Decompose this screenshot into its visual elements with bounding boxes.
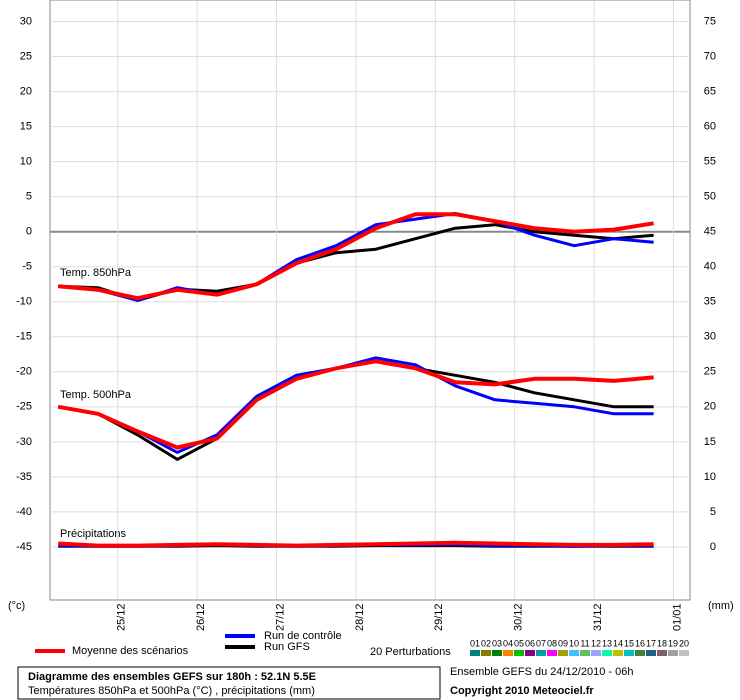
y2-tick-label: 20 <box>704 401 716 413</box>
y-tick-label: -15 <box>16 331 32 343</box>
y2-tick-label: 10 <box>704 471 716 483</box>
y2-tick-label: 30 <box>704 331 716 343</box>
y-tick-label: 0 <box>26 226 32 238</box>
perturbation-name: 17 <box>646 638 656 648</box>
perturbation-swatch <box>503 650 513 656</box>
perturbation-name: 20 <box>679 638 689 648</box>
perturbation-swatch <box>470 650 480 656</box>
perturbation-swatch <box>613 650 623 656</box>
run-label: Ensemble GEFS du 24/12/2010 - 06h <box>450 666 633 678</box>
perturbation-swatch <box>481 650 491 656</box>
y-tick-label: -45 <box>16 541 32 553</box>
perturbation-name: 09 <box>558 638 568 648</box>
perturbation-swatch <box>624 650 634 656</box>
legend-label: Run GFS <box>264 641 310 653</box>
y-tick-label: -30 <box>16 436 32 448</box>
perturbation-swatch <box>536 650 546 656</box>
perturbation-swatch <box>569 650 579 656</box>
perturbation-name: 19 <box>668 638 678 648</box>
perturbation-name: 04 <box>503 638 513 648</box>
y2-tick-label: 70 <box>704 50 716 62</box>
x-tick-label: 28/12 <box>354 604 366 632</box>
y-tick-label: -10 <box>16 296 32 308</box>
perturbation-name: 14 <box>613 638 623 648</box>
perturbation-name: 02 <box>481 638 491 648</box>
perturbation-name: 01 <box>470 638 480 648</box>
y2-tick-label: 5 <box>710 506 716 518</box>
copyright: Copyright 2010 Meteociel.fr <box>450 685 594 697</box>
perturbation-name: 06 <box>525 638 535 648</box>
perturbation-name: 15 <box>624 638 634 648</box>
y2-tick-label: 25 <box>704 366 716 378</box>
perturbation-name: 18 <box>657 638 667 648</box>
y-tick-label: 25 <box>20 50 32 62</box>
x-tick-label: 31/12 <box>592 604 604 632</box>
perturbation-swatch <box>492 650 502 656</box>
x-tick-label: 01/01 <box>671 604 683 632</box>
y2-tick-label: 40 <box>704 261 716 273</box>
y-tick-label: -25 <box>16 401 32 413</box>
perturbation-swatch <box>591 650 601 656</box>
perturbation-swatch <box>547 650 557 656</box>
y-tick-label: -20 <box>16 366 32 378</box>
y2-tick-label: 45 <box>704 226 716 238</box>
y2-tick-label: 60 <box>704 121 716 133</box>
chart-subtitle: Températures 850hPa et 500hPa (°C) , pré… <box>28 685 315 697</box>
perturbation-name: 05 <box>514 638 524 648</box>
perturbation-name: 16 <box>635 638 645 648</box>
y-tick-label: -40 <box>16 506 32 518</box>
perturbation-name: 07 <box>536 638 546 648</box>
legend-label: Run de contrôle <box>264 630 342 642</box>
y2-unit: (mm) <box>708 600 734 612</box>
x-tick-label: 25/12 <box>116 604 128 632</box>
annotation: Temp. 500hPa <box>60 389 132 401</box>
y-tick-label: 10 <box>20 156 32 168</box>
annotation: Temp. 850hPa <box>60 267 132 279</box>
perturbation-name: 13 <box>602 638 612 648</box>
perturbation-swatch <box>580 650 590 656</box>
y2-tick-label: 15 <box>704 436 716 448</box>
y-tick-label: -35 <box>16 471 32 483</box>
perturbation-name: 12 <box>591 638 601 648</box>
perturbation-swatch <box>668 650 678 656</box>
series-line <box>58 540 654 548</box>
perturbation-name: 10 <box>569 638 579 648</box>
y-tick-label: 15 <box>20 121 32 133</box>
perturbation-swatch <box>635 650 645 656</box>
perturbation-swatch <box>514 650 524 656</box>
title-box <box>17 666 441 700</box>
perturbation-label: 20 Perturbations <box>370 646 451 658</box>
annotation: Précipitations <box>60 528 127 540</box>
y2-tick-label: 55 <box>704 156 716 168</box>
y2-tick-label: 0 <box>710 541 716 553</box>
x-tick-label: 29/12 <box>433 604 445 632</box>
perturbation-name: 08 <box>547 638 557 648</box>
legend-label: Moyenne des scénarios <box>72 645 189 657</box>
plot-frame <box>49 0 691 601</box>
y-tick-label: -5 <box>22 261 32 273</box>
y-tick-label: 30 <box>20 15 32 27</box>
y2-tick-label: 75 <box>704 15 716 27</box>
y2-tick-label: 35 <box>704 296 716 308</box>
y-tick-label: 5 <box>26 191 32 203</box>
chart-title: Diagramme des ensembles GEFS sur 180h : … <box>28 671 316 683</box>
perturbation-name: 11 <box>580 638 589 648</box>
series-line <box>58 212 654 301</box>
perturbation-swatch <box>602 650 612 656</box>
series-line <box>57 359 654 450</box>
perturbation-swatch <box>646 650 656 656</box>
y-tick-label: 20 <box>20 85 32 97</box>
x-tick-label: 30/12 <box>513 604 525 632</box>
x-tick-label: 26/12 <box>195 604 207 632</box>
perturbation-name: 03 <box>492 638 502 648</box>
y2-tick-label: 50 <box>704 191 716 203</box>
x-tick-label: 27/12 <box>274 604 286 632</box>
y2-tick-label: 65 <box>704 85 716 97</box>
perturbation-swatch <box>657 650 667 656</box>
perturbation-swatch <box>525 650 535 656</box>
perturbation-swatch <box>679 650 689 656</box>
y-unit: (°c) <box>8 600 25 612</box>
perturbation-swatch <box>558 650 568 656</box>
